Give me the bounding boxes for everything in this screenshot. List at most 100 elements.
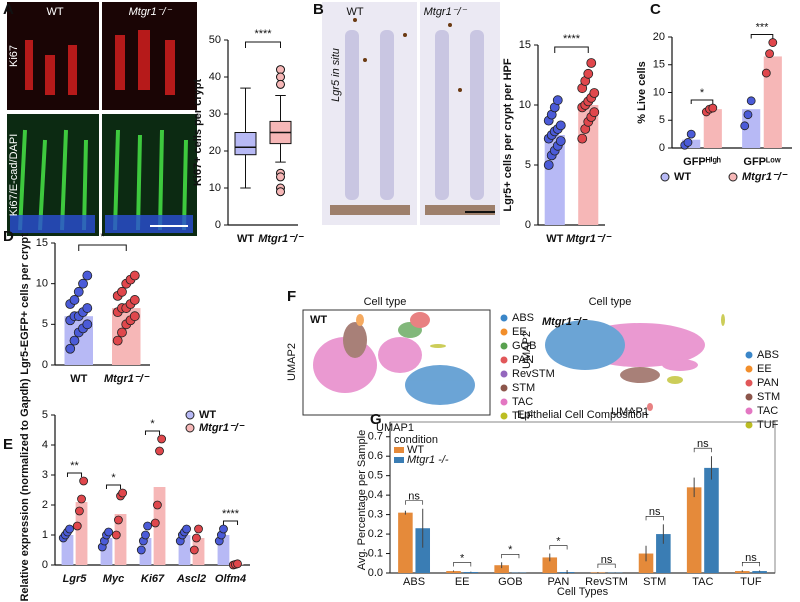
legend-title: condition [394, 434, 438, 446]
bar [178, 535, 191, 565]
y-tick-label: 3 [42, 469, 48, 481]
data-point [143, 521, 152, 531]
data-point [118, 488, 128, 498]
sig-label: ns [649, 506, 661, 518]
sig-bracket [741, 561, 760, 567]
legend-marker [660, 172, 670, 182]
y-tick-label: 5 [525, 159, 531, 171]
sig-label: * [508, 544, 513, 556]
bar [656, 534, 671, 573]
data-point [77, 494, 86, 504]
legend-label: TAC [512, 396, 533, 408]
y-tick-label: 0.6 [368, 450, 383, 462]
sig-bracket [750, 34, 774, 39]
bar [192, 538, 205, 565]
panel-label: G [370, 411, 382, 428]
y-tick-label: 10 [36, 278, 48, 290]
bar [494, 565, 509, 573]
data-point [79, 476, 89, 486]
legend-label: STM [512, 382, 535, 394]
data-point [141, 530, 150, 540]
panel-label: A [3, 1, 14, 18]
data-point [82, 270, 93, 281]
legend-marker [500, 370, 508, 378]
data-point [111, 530, 121, 540]
legend-marker [745, 393, 753, 401]
legend-label: TUF [757, 419, 779, 431]
legend-marker [745, 407, 753, 415]
tissue [345, 30, 484, 200]
sig-label: * [460, 552, 465, 564]
y-tick-label: 0 [42, 559, 48, 571]
umap-clusters [313, 312, 725, 411]
legend-marker [500, 342, 508, 350]
sig-bracket [693, 447, 712, 453]
legend-marker [500, 314, 508, 322]
data-point [189, 545, 199, 555]
legend-marker [185, 410, 195, 420]
legend-label: RevSTM [512, 368, 555, 380]
legend-label: WT [199, 409, 216, 421]
y-tick-label: 0 [215, 219, 221, 231]
data-point [65, 524, 74, 534]
y-tick-label: 1 [42, 529, 48, 541]
bar [638, 553, 654, 573]
sig-bracket [78, 244, 127, 251]
y-tick-label: 0 [525, 219, 531, 231]
sig-label: * [556, 535, 561, 547]
image-label: Lgr5 in situ [330, 48, 342, 102]
sig-label: ns [408, 491, 420, 503]
image-label: Ki67/E-cad/DAPI [8, 134, 20, 217]
sig-bracket [645, 516, 664, 521]
data-point [82, 303, 93, 313]
y-tick-label: 15 [36, 237, 48, 249]
data-point [765, 49, 774, 59]
legend-marker [185, 423, 195, 433]
stain [10, 215, 193, 233]
legend-marker [500, 412, 508, 420]
y-axis-title: Avg. Percentage per Sample [356, 430, 368, 570]
data-point [194, 524, 203, 534]
outlier [276, 65, 285, 75]
legend-marker [500, 398, 508, 406]
panel-label: F [287, 288, 296, 305]
sig-label: ** [70, 460, 79, 472]
x-tick-label: Lgr5 [63, 573, 88, 585]
legend-marker [394, 447, 404, 453]
data-point [78, 278, 88, 289]
legend-label: EE [757, 363, 772, 375]
sig-bracket [453, 562, 472, 567]
legend-label: WT [674, 171, 691, 183]
bar [542, 557, 558, 573]
panel-label: C [650, 1, 661, 18]
y-tick-label: 10 [209, 182, 221, 194]
x-tick-label: Mtgr1⁻/⁻ [258, 233, 304, 245]
data-point [589, 107, 600, 118]
micrograph [420, 2, 500, 225]
bar [752, 571, 767, 573]
sig-label: * [700, 87, 705, 99]
sig-label: **** [563, 33, 581, 45]
data-point [586, 58, 597, 68]
data-point [157, 434, 167, 444]
data-point [708, 103, 718, 113]
y-axis-title: % Live cells [636, 61, 648, 123]
bar [217, 535, 230, 565]
y-tick-label: 0.5 [368, 470, 383, 482]
bar [763, 56, 782, 148]
legend-marker [745, 379, 753, 387]
umap-title: Cell type [364, 296, 407, 308]
image-label: WT [46, 6, 63, 18]
y-tick-label: 30 [209, 108, 221, 120]
y-axis-title: Lgr5-EGFP+ cells per crypt [19, 233, 31, 375]
axis-title: UMAP2 [286, 343, 298, 381]
panel-label: D [3, 228, 14, 245]
data-point [768, 38, 778, 47]
data-point [117, 327, 127, 338]
bar [734, 571, 750, 573]
data-point [683, 138, 693, 147]
panel-label: E [3, 436, 13, 453]
legend-label: Mtgr1⁻/⁻ [742, 171, 788, 183]
data-point [72, 521, 82, 531]
data-point [192, 533, 201, 543]
